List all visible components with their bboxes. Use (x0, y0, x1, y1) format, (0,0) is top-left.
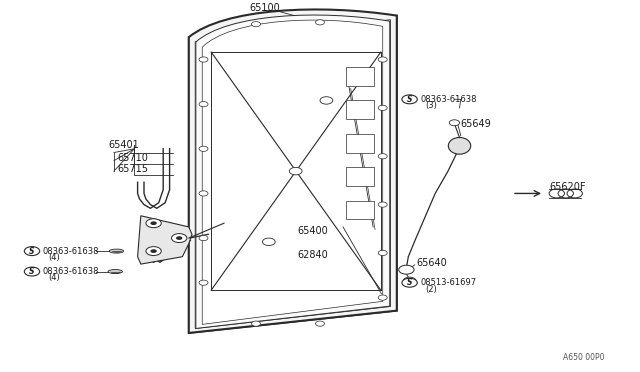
Circle shape (150, 249, 157, 253)
Text: S: S (29, 247, 35, 256)
FancyBboxPatch shape (346, 167, 374, 186)
Circle shape (378, 105, 387, 110)
Circle shape (449, 120, 460, 126)
Circle shape (146, 247, 161, 256)
Text: 65400: 65400 (298, 226, 328, 235)
Circle shape (316, 20, 324, 25)
Text: (4): (4) (48, 253, 60, 262)
Circle shape (402, 278, 417, 287)
Circle shape (24, 267, 40, 276)
Text: 65710: 65710 (117, 153, 148, 163)
Circle shape (378, 57, 387, 62)
Text: 08363-61638: 08363-61638 (43, 247, 99, 256)
Polygon shape (138, 216, 192, 264)
Circle shape (199, 191, 208, 196)
Text: (2): (2) (426, 285, 437, 294)
Circle shape (289, 167, 302, 175)
Circle shape (402, 95, 417, 104)
Circle shape (199, 280, 208, 285)
Text: 08513-61697: 08513-61697 (420, 278, 477, 287)
Text: S: S (407, 278, 412, 287)
Circle shape (252, 321, 260, 326)
Text: 65620F: 65620F (549, 182, 586, 192)
FancyBboxPatch shape (346, 100, 374, 119)
Polygon shape (195, 20, 390, 328)
Polygon shape (189, 16, 397, 333)
Ellipse shape (109, 249, 124, 253)
Ellipse shape (108, 270, 122, 273)
Text: 65640: 65640 (416, 258, 447, 268)
Circle shape (199, 57, 208, 62)
Circle shape (252, 22, 260, 27)
Circle shape (403, 277, 416, 285)
PathPatch shape (202, 20, 383, 324)
Text: 62840: 62840 (298, 250, 328, 260)
Circle shape (316, 321, 324, 326)
Text: S: S (407, 95, 412, 104)
Text: S: S (29, 267, 35, 276)
Text: 08363-61638: 08363-61638 (43, 267, 99, 276)
FancyBboxPatch shape (346, 67, 374, 86)
Circle shape (150, 221, 157, 225)
Circle shape (378, 250, 387, 256)
Circle shape (199, 146, 208, 151)
Circle shape (378, 295, 387, 300)
Text: 65401: 65401 (109, 140, 140, 150)
Text: 65715: 65715 (117, 164, 148, 173)
Circle shape (146, 219, 161, 228)
Text: 08363-61638: 08363-61638 (420, 95, 477, 104)
FancyBboxPatch shape (346, 134, 374, 153)
Circle shape (199, 235, 208, 241)
PathPatch shape (196, 15, 390, 328)
Circle shape (399, 265, 414, 274)
Circle shape (320, 97, 333, 104)
FancyBboxPatch shape (346, 201, 374, 219)
Circle shape (378, 202, 387, 207)
Circle shape (378, 154, 387, 159)
Circle shape (262, 238, 275, 246)
Ellipse shape (448, 137, 471, 154)
Circle shape (176, 236, 182, 240)
Circle shape (199, 102, 208, 107)
Circle shape (172, 234, 187, 243)
Circle shape (24, 247, 40, 256)
Text: (3): (3) (426, 101, 438, 110)
PathPatch shape (189, 9, 397, 333)
Text: 65649: 65649 (461, 119, 492, 128)
Text: (4): (4) (48, 273, 60, 282)
Text: 65100: 65100 (250, 3, 280, 13)
Text: A650 00P0: A650 00P0 (563, 353, 605, 362)
